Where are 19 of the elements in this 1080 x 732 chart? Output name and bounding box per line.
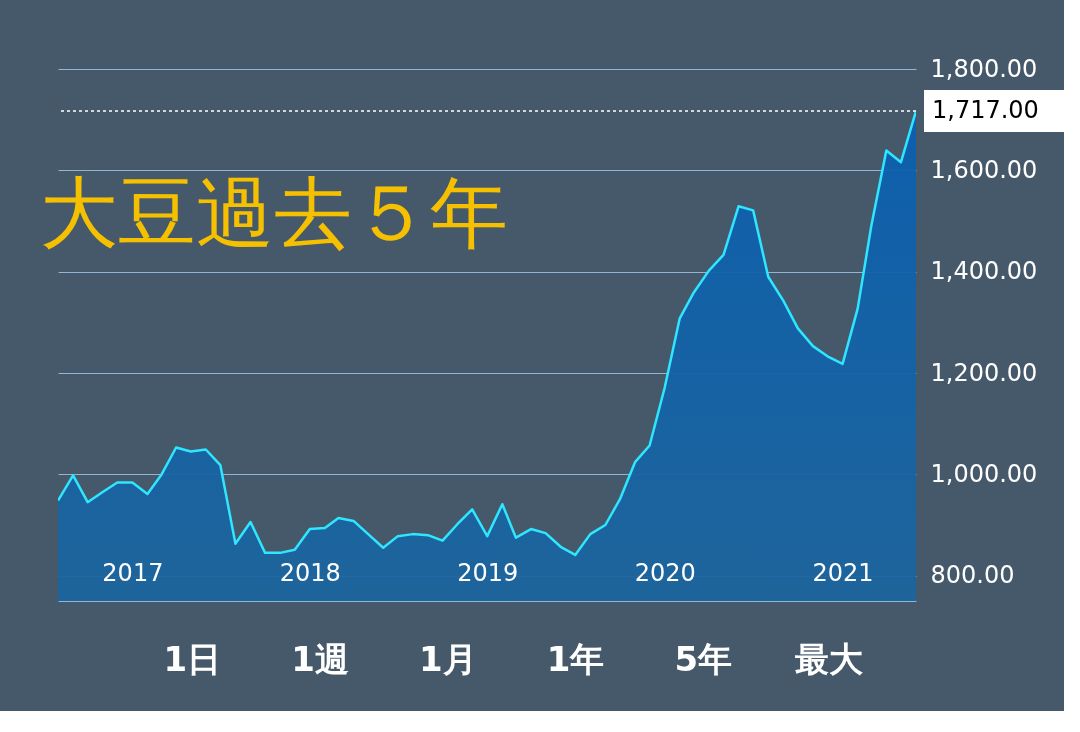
y-tick-label: 800.00 (930, 561, 1015, 590)
text: 1年 (546, 639, 605, 679)
text: 5年 (674, 639, 733, 679)
text: 大豆過去５年 (40, 168, 508, 258)
y-tick-label: 1,400.00 (930, 257, 1038, 286)
text: 1日 (163, 639, 222, 679)
y-tick-label: 1,000.00 (930, 459, 1038, 488)
text: 1月 (418, 639, 477, 679)
text: 最大 (795, 639, 864, 679)
x-tick-label: 2019 (457, 558, 519, 587)
x-tick-label: 2021 (812, 558, 874, 587)
ref-line-label: 1,717.00 (932, 96, 1039, 125)
text: 1週 (291, 639, 349, 679)
x-tick-label: 2017 (102, 558, 164, 587)
y-tick-label: 1,200.00 (930, 358, 1038, 387)
y-tick-label: 1,600.00 (930, 155, 1038, 184)
x-tick-label: 2018 (279, 558, 341, 587)
x-tick-label: 2020 (634, 558, 696, 587)
y-tick-label: 1,800.00 (930, 54, 1038, 83)
